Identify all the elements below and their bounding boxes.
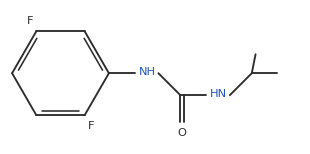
Text: F: F (27, 16, 33, 26)
Text: NH: NH (139, 67, 156, 77)
Text: HN: HN (210, 89, 227, 99)
Text: F: F (88, 121, 94, 131)
Text: O: O (178, 128, 187, 138)
